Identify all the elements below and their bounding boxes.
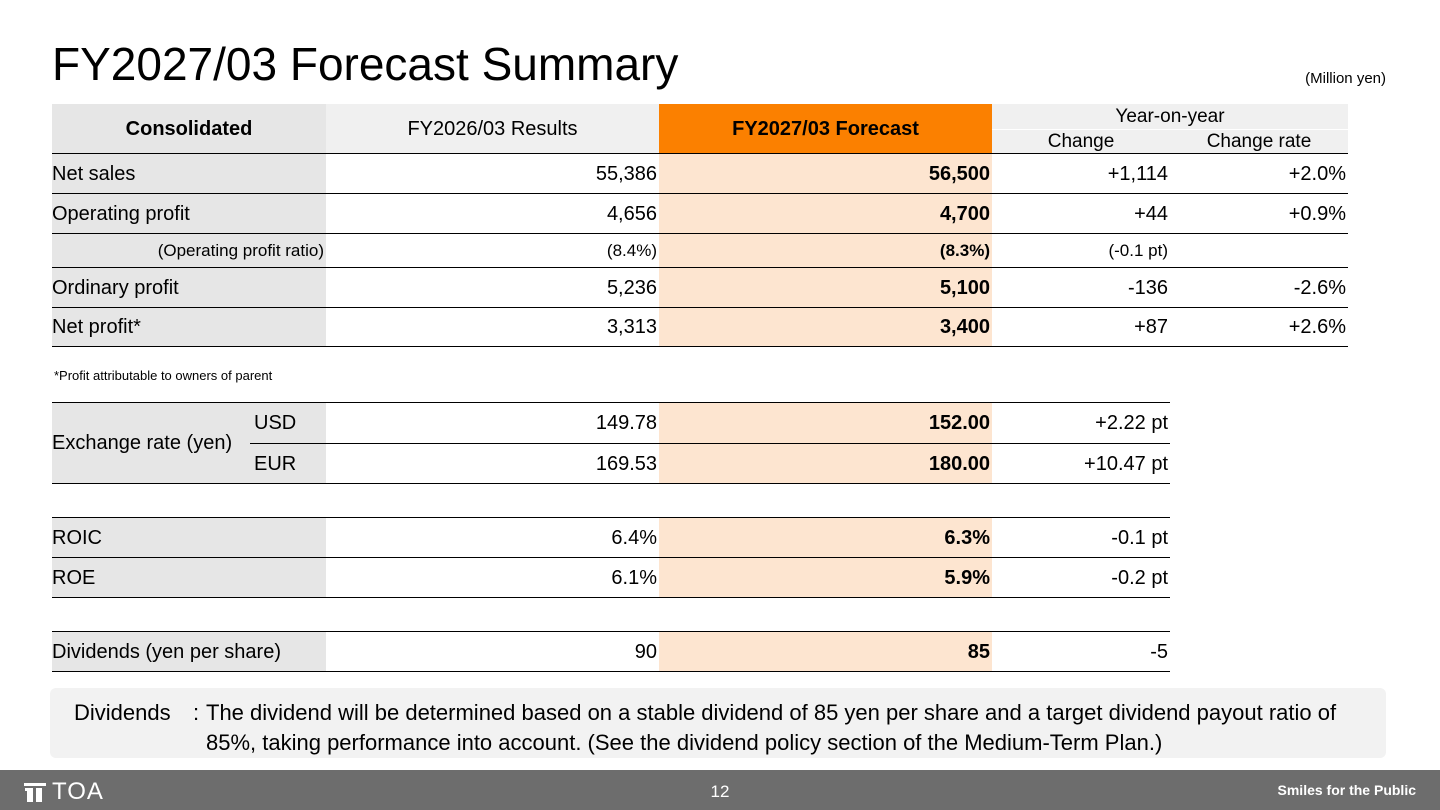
note-label: Dividends xyxy=(74,700,171,725)
footnote: *Profit attributable to owners of parent xyxy=(54,368,273,383)
row-label-operating-profit-ratio: (Operating profit ratio) xyxy=(157,241,324,260)
row-label-net-sales: Net sales xyxy=(52,162,136,185)
footer-bar xyxy=(0,770,1440,810)
currency-usd: USD xyxy=(254,412,297,434)
cell-results: 90 xyxy=(634,640,657,663)
header-forecast: FY2027/03 Forecast xyxy=(732,117,919,140)
cell-results: (8.4%) xyxy=(606,241,657,260)
row-label-roic: ROIC xyxy=(52,526,102,549)
cell-forecast: (8.3%) xyxy=(939,241,990,260)
cell-change-rate: +2.0% xyxy=(1288,162,1346,185)
row-divider xyxy=(52,153,1348,154)
tagline: Smiles for the Public xyxy=(1277,782,1416,798)
cell-change: +1,114 xyxy=(1107,162,1168,185)
cell-results: 6.4% xyxy=(611,526,657,549)
unit-label: (Million yen) xyxy=(1305,70,1386,87)
dividend-forecast-bg xyxy=(659,632,992,672)
row-divider xyxy=(250,443,1170,444)
cell-forecast: 85 xyxy=(967,640,990,663)
row-divider xyxy=(52,307,1348,308)
cell-change: +44 xyxy=(1134,202,1168,225)
header-yoy-divider xyxy=(992,129,1348,130)
page-title: FY2027/03 Forecast Summary xyxy=(52,38,679,90)
toa-logo-text: TOA xyxy=(52,778,104,805)
cell-forecast: 6.3% xyxy=(944,526,990,549)
cell-forecast: 180.00 xyxy=(928,452,990,475)
row-label-net-profit: Net profit* xyxy=(52,316,141,338)
dividend-label-bg xyxy=(52,632,326,672)
cell-change: -5 xyxy=(1150,640,1168,663)
row-divider xyxy=(52,557,1170,558)
header-label-bg xyxy=(52,104,326,154)
cell-forecast: 3,400 xyxy=(939,316,990,338)
cell-change: +10.47 pt xyxy=(1084,452,1168,475)
cell-forecast: 4,700 xyxy=(939,202,990,225)
row-divider xyxy=(52,517,1170,518)
row-divider xyxy=(52,346,1348,347)
cell-results: 6.1% xyxy=(611,566,657,589)
note-text: The dividend will be determined based on… xyxy=(206,700,1337,755)
row-divider xyxy=(52,597,1170,598)
row-label-ordinary-profit: Ordinary profit xyxy=(52,276,179,299)
cell-results: 55,386 xyxy=(595,162,657,185)
ratio-forecast-bg xyxy=(659,518,992,598)
cell-forecast: 152.00 xyxy=(928,412,990,434)
cell-change: -136 xyxy=(1127,276,1168,299)
header-results-bg xyxy=(326,104,659,154)
cell-forecast: 5,100 xyxy=(939,276,990,299)
cell-change: -0.2 pt xyxy=(1111,566,1168,589)
header-yoy: Year-on-year xyxy=(1115,106,1225,127)
cell-results: 5,236 xyxy=(606,276,657,299)
exchange-label: Exchange rate (yen) xyxy=(52,432,233,454)
toa-logo-icon xyxy=(24,783,46,802)
ratio-label-bg xyxy=(52,518,326,598)
forecast-column-bg xyxy=(659,154,992,347)
cell-change: +87 xyxy=(1134,316,1168,338)
cell-results: 3,313 xyxy=(606,316,657,338)
header-change: Change xyxy=(1047,131,1115,152)
label-column-bg xyxy=(52,154,326,347)
header-forecast-bg xyxy=(659,104,992,154)
cell-change-rate xyxy=(1170,234,1348,268)
cell-change-rate: -2.6% xyxy=(1293,276,1346,299)
cell-forecast: 5.9% xyxy=(944,566,990,589)
row-divider xyxy=(52,402,1170,403)
row-divider xyxy=(52,483,1170,484)
row-divider xyxy=(52,631,1170,632)
cell-change: (-0.1 pt) xyxy=(1108,241,1168,260)
row-label-dividends: Dividends (yen per share) xyxy=(52,640,281,663)
row-label-operating-profit: Operating profit xyxy=(52,202,190,225)
currency-eur: EUR xyxy=(254,452,297,475)
cell-change: -0.1 pt xyxy=(1111,526,1168,549)
page-number: 12 xyxy=(710,782,730,801)
cell-change-rate: +0.9% xyxy=(1288,202,1346,225)
cell-results: 169.53 xyxy=(595,452,657,475)
dividend-note-box xyxy=(50,688,1386,758)
header-consolidated: Consolidated xyxy=(125,117,253,140)
header-results: FY2026/03 Results xyxy=(407,117,578,140)
row-divider xyxy=(52,267,1348,268)
row-divider xyxy=(52,233,1348,234)
row-label-roe: ROE xyxy=(52,566,96,589)
header-change-rate: Change rate xyxy=(1206,131,1312,152)
cell-change-rate: +2.6% xyxy=(1288,316,1346,338)
row-divider xyxy=(52,193,1348,194)
toa-logo: TOA xyxy=(24,778,104,806)
note-colon: : xyxy=(193,700,200,725)
row-divider xyxy=(52,671,1170,672)
cell-change: +2.22 pt xyxy=(1095,412,1168,434)
cell-results: 149.78 xyxy=(595,412,657,434)
cell-forecast: 56,500 xyxy=(928,162,990,185)
cell-results: 4,656 xyxy=(606,202,657,225)
